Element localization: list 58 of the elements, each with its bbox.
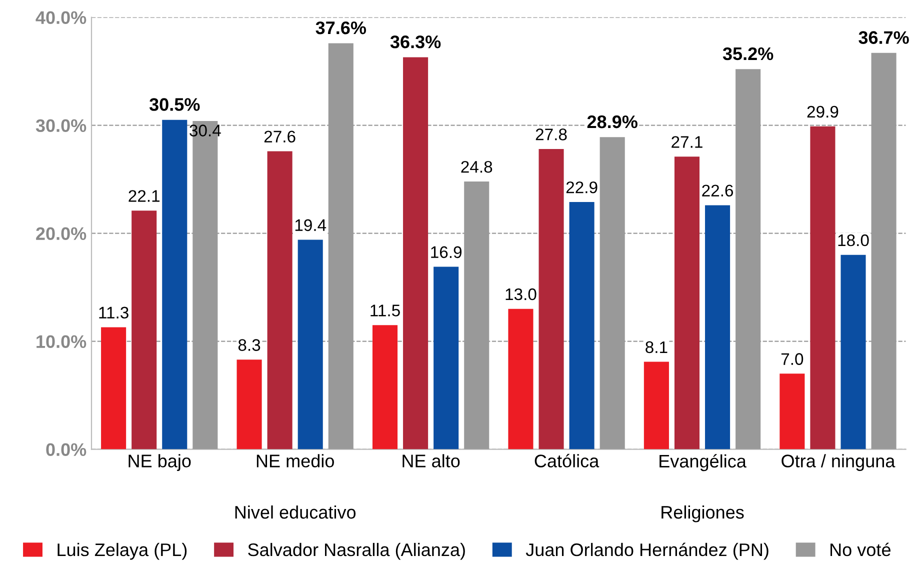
y-tick-label: 40.0% xyxy=(36,11,86,24)
data-label: 11.3 xyxy=(99,306,128,319)
data-label: 29.9 xyxy=(807,106,838,118)
data-label: 22.9 xyxy=(566,181,598,194)
x-tick-label: Otra / ninguna xyxy=(782,454,896,471)
data-label: 36.7% xyxy=(858,31,909,44)
data-label: 37.6% xyxy=(316,21,366,34)
legend-label: Luis Zelaya (PL) xyxy=(58,542,187,560)
x-tick-label: NE bajo xyxy=(128,454,191,471)
data-label: 27.8 xyxy=(536,128,567,140)
y-tick-label: 10.0% xyxy=(36,335,86,348)
data-label: 27.6 xyxy=(264,130,296,143)
y-tick-label: 0.0% xyxy=(46,443,86,456)
x-tick-label: NE medio xyxy=(256,454,334,468)
data-label: 22.1 xyxy=(128,190,160,202)
data-label: 36.3% xyxy=(390,35,441,48)
x-tick-label: NE alto xyxy=(402,454,460,468)
bar xyxy=(810,126,836,450)
data-label: 28.9% xyxy=(587,115,638,128)
bar xyxy=(508,308,534,450)
data-label: 18.0 xyxy=(838,234,869,246)
bar xyxy=(538,149,564,450)
bar xyxy=(434,266,459,450)
legend-label: Salvador Nasralla (Alianza) xyxy=(248,542,465,560)
bar xyxy=(674,156,700,450)
data-label: 30.5% xyxy=(149,98,200,111)
y-tick-label: 20.0% xyxy=(36,227,86,240)
bar xyxy=(298,240,323,450)
text: Nivel educativo xyxy=(235,505,356,519)
bar xyxy=(780,374,805,450)
x-tick-label: Evangélica xyxy=(660,454,746,472)
data-label: 19.4 xyxy=(295,219,326,232)
bar xyxy=(132,210,157,450)
bar xyxy=(403,57,428,450)
data-label: 27.1 xyxy=(672,136,702,148)
bar xyxy=(236,360,262,450)
bar xyxy=(372,325,398,450)
bar xyxy=(267,151,292,450)
bar xyxy=(705,205,730,450)
data-label: 35.2% xyxy=(722,47,774,60)
data-label: 22.6 xyxy=(702,184,734,197)
bar xyxy=(840,254,866,450)
data-label: 16.9 xyxy=(431,246,462,258)
data-label: 8.1 xyxy=(646,341,668,354)
bar xyxy=(644,362,669,450)
bar xyxy=(101,327,126,450)
data-label: 11.5 xyxy=(370,304,400,316)
data-label: 24.8 xyxy=(461,160,492,173)
x-tick-label: Católica xyxy=(534,454,600,468)
data-label: 7.0 xyxy=(781,353,804,365)
legend-label: No voté xyxy=(830,542,890,556)
legend-label: Juan Orlando Hernández (PN) xyxy=(526,542,768,560)
bar xyxy=(569,202,594,450)
y-tick-label: 30.0% xyxy=(36,119,86,132)
data-label: 8.3 xyxy=(238,339,260,351)
text: Religiones xyxy=(662,505,744,522)
data-label: 13.0 xyxy=(506,288,536,300)
bar xyxy=(162,120,188,450)
